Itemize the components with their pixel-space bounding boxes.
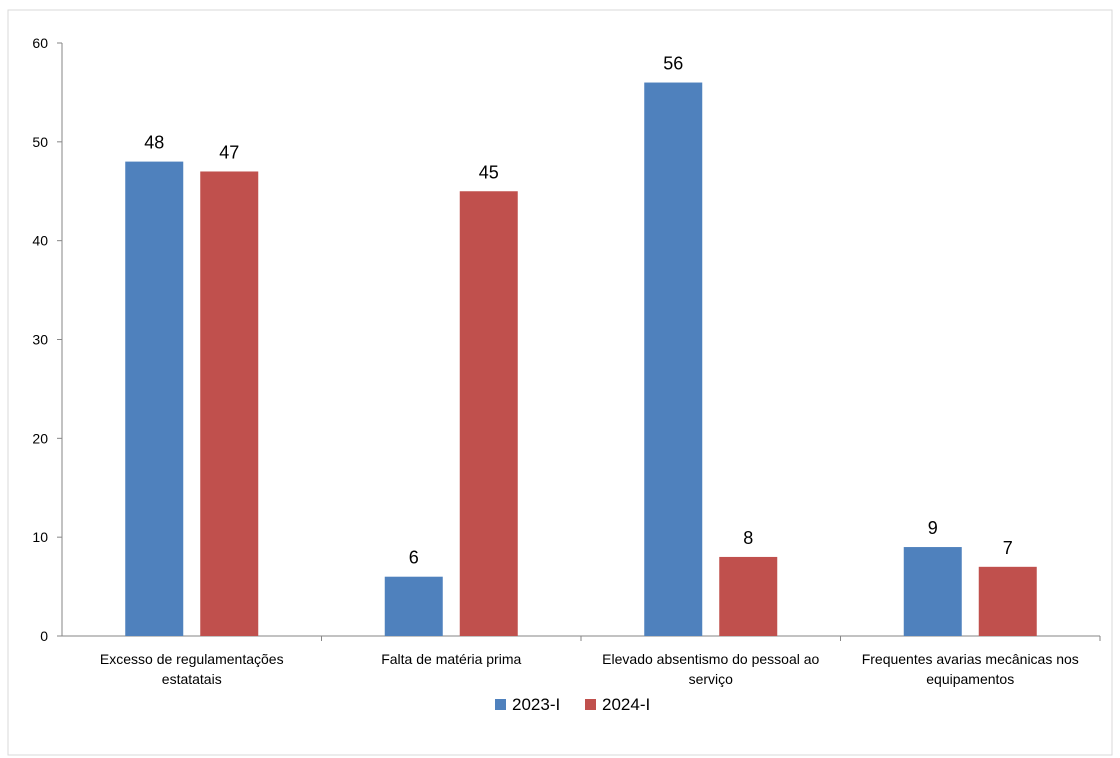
data-label: 8 (743, 528, 753, 548)
x-category-label: Elevado absentismo do pessoal ao serviço (602, 651, 819, 687)
y-tick-label: 60 (32, 35, 48, 51)
bar-2023-I-2 (644, 82, 703, 637)
data-labels: 48 47 6 45 56 8 9 7 (144, 54, 1013, 568)
y-tick-label: 50 (32, 134, 48, 150)
data-label: 6 (409, 548, 419, 568)
legend-label: 2024-I (602, 695, 650, 714)
y-tick-label: 10 (32, 529, 48, 545)
bar-2023-I-0 (125, 161, 184, 636)
bar-2023-I-1 (384, 576, 443, 636)
legend: 2023-I 2024-I (495, 695, 650, 714)
bar-2023-I-3 (903, 547, 962, 636)
data-label: 56 (663, 54, 683, 74)
data-label: 9 (928, 518, 938, 538)
bar-2024-I-2 (719, 556, 778, 636)
data-label: 48 (144, 133, 164, 153)
data-label: 47 (219, 142, 239, 162)
data-label: 45 (479, 162, 499, 182)
y-tick-label: 20 (32, 430, 48, 446)
x-category-label: Falta de matéria prima (381, 651, 521, 667)
bars (125, 82, 1037, 637)
x-category-label: Excesso de regulamentações estatatais (100, 651, 284, 687)
legend-swatch (585, 699, 596, 710)
legend-label: 2023-I (512, 695, 560, 714)
y-tick-label: 40 (32, 233, 48, 249)
bar-2024-I-1 (459, 191, 518, 636)
legend-swatch (495, 699, 506, 710)
axes: 0 10 20 30 40 50 60 Excesso de regulamentações e… (32, 35, 1101, 687)
data-label: 7 (1003, 538, 1013, 558)
y-tick-label: 0 (40, 628, 48, 644)
bar-2024-I-0 (200, 171, 259, 636)
bar-2024-I-3 (978, 566, 1037, 636)
x-category-label: Frequentes avarias mecânicas nos equipame… (862, 651, 1079, 687)
y-tick-label: 30 (32, 332, 48, 348)
